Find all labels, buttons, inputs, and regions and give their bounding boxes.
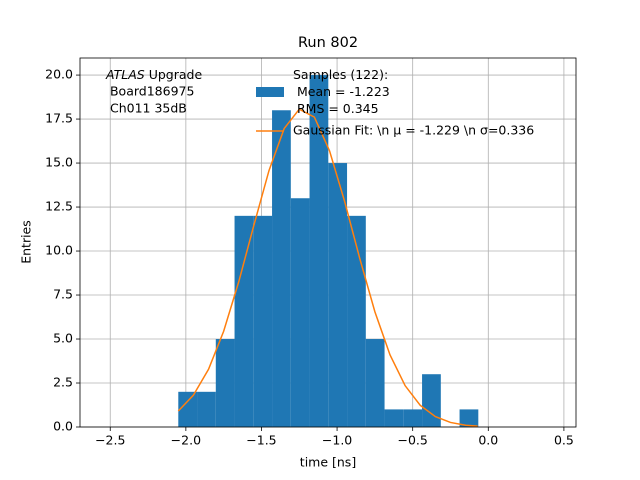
- x-tick-label: −1.5: [246, 433, 276, 448]
- x-tick-label: −0.5: [398, 433, 428, 448]
- histogram-bar: [365, 339, 385, 427]
- histogram-bar: [384, 409, 404, 427]
- chart-title: Run 802: [298, 35, 358, 51]
- y-tick-label: 7.5: [53, 287, 73, 302]
- histogram-bar: [215, 339, 235, 427]
- histogram-bar: [234, 215, 254, 427]
- legend-line-text: RMS = 0.345: [293, 101, 379, 116]
- histogram-bar: [290, 198, 310, 427]
- fit-line: [177, 108, 478, 427]
- histogram-bar: [328, 163, 348, 427]
- y-tick-label: 17.5: [45, 111, 73, 126]
- y-axis-label: Entries: [19, 220, 34, 264]
- y-tick-label: 5.0: [53, 331, 73, 346]
- x-tick-label: −2.5: [95, 433, 125, 448]
- legend-label: Gaussian Fit: \n μ = -1.229 \n σ=0.336: [293, 123, 534, 138]
- y-tick-label: 20.0: [45, 67, 73, 82]
- histogram-bar: [309, 75, 329, 428]
- legend-label: Samples (122): Mean = -1.223 RMS = 0.345: [293, 67, 390, 116]
- annotation: ATLAS Upgrade: [105, 67, 202, 82]
- annotation-text: Upgrade: [145, 67, 203, 82]
- x-axis-label: time [ns]: [300, 455, 356, 470]
- annotation: Board186975: [106, 84, 194, 99]
- histogram-bar: [178, 391, 198, 427]
- x-tick-label: 0.5: [554, 433, 574, 448]
- histogram-bar: [347, 215, 366, 427]
- annotation-italic: ATLAS: [105, 67, 145, 82]
- legend-line-text: Mean = -1.223: [293, 84, 390, 99]
- legend-line-text: Samples (122):: [293, 67, 388, 82]
- axes-frame: [79, 57, 577, 428]
- histogram-bar: [422, 374, 441, 427]
- y-tick-label: 10.0: [45, 243, 73, 258]
- histogram-bar: [197, 391, 216, 427]
- histogram-bar: [253, 215, 273, 427]
- legend-swatch: [256, 87, 284, 97]
- histogram-bar: [459, 409, 479, 427]
- histogram-bar: [403, 409, 423, 427]
- x-tick-label: −2.0: [171, 433, 201, 448]
- y-tick-label: 12.5: [45, 199, 73, 214]
- y-tick-label: 15.0: [45, 155, 73, 170]
- annotation: Ch011 35dB: [106, 101, 187, 116]
- histogram-bar: [272, 110, 291, 427]
- y-tick-label: 0.0: [53, 419, 73, 434]
- x-tick-label: 0.0: [478, 433, 498, 448]
- y-tick-label: 2.5: [53, 375, 73, 390]
- x-tick-label: −1.0: [322, 433, 352, 448]
